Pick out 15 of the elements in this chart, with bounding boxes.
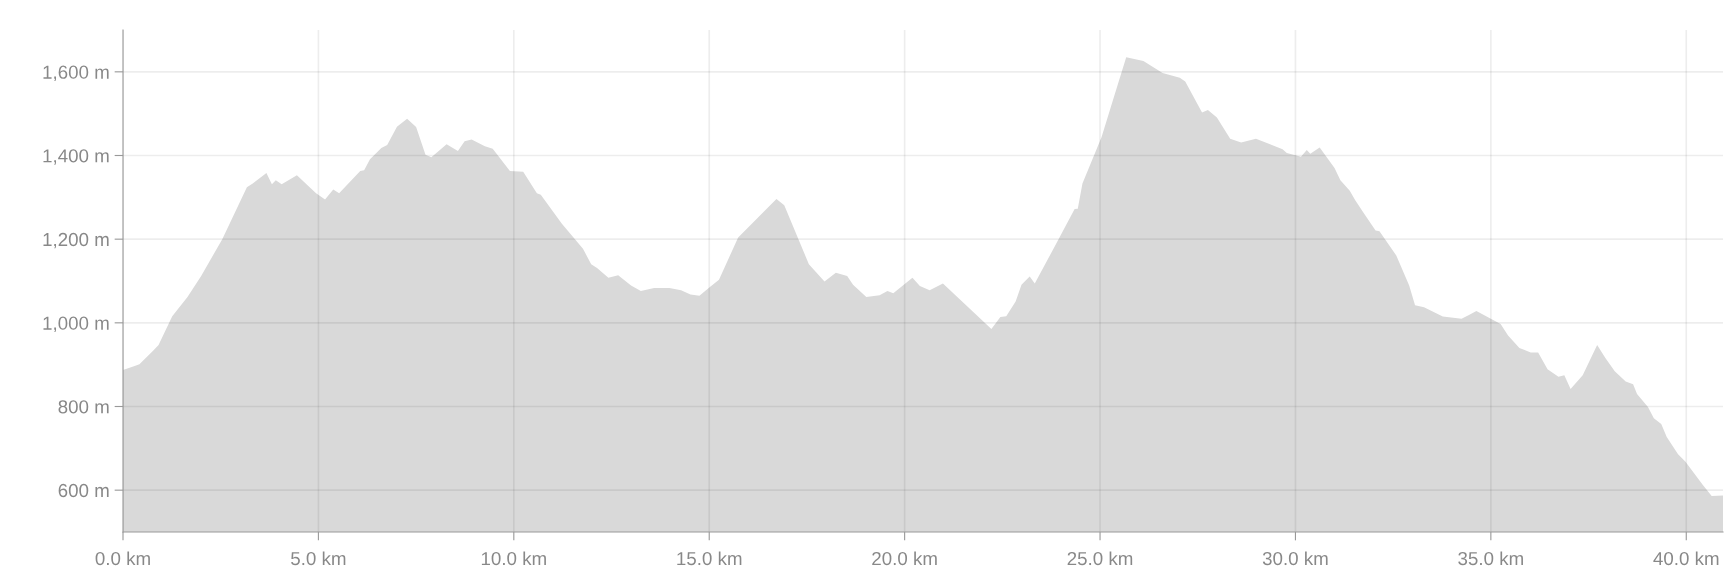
y-tick-label: 1,600 m <box>43 65 109 82</box>
y-tick-label: 1,000 m <box>43 316 109 333</box>
x-tick-label: 30.0 km <box>1262 551 1328 566</box>
y-tick-label: 1,200 m <box>43 232 109 249</box>
x-tick-label: 10.0 km <box>481 551 546 566</box>
x-tick-label: 5.0 km <box>291 551 346 566</box>
x-tick-label: 25.0 km <box>1067 551 1133 566</box>
y-tick-label: 800 m <box>58 400 109 414</box>
y-tick-label: 600 m <box>58 483 109 498</box>
x-tick-label: 35.0 km <box>1458 551 1523 566</box>
x-tick-label: 0.0 km <box>95 551 150 566</box>
x-tick-label: 15.0 km <box>677 551 742 566</box>
y-tick-label: 1,400 m <box>43 149 109 165</box>
x-tick-label: 20.0 km <box>872 551 937 566</box>
x-tick-label: 40.0 km <box>1653 551 1719 566</box>
